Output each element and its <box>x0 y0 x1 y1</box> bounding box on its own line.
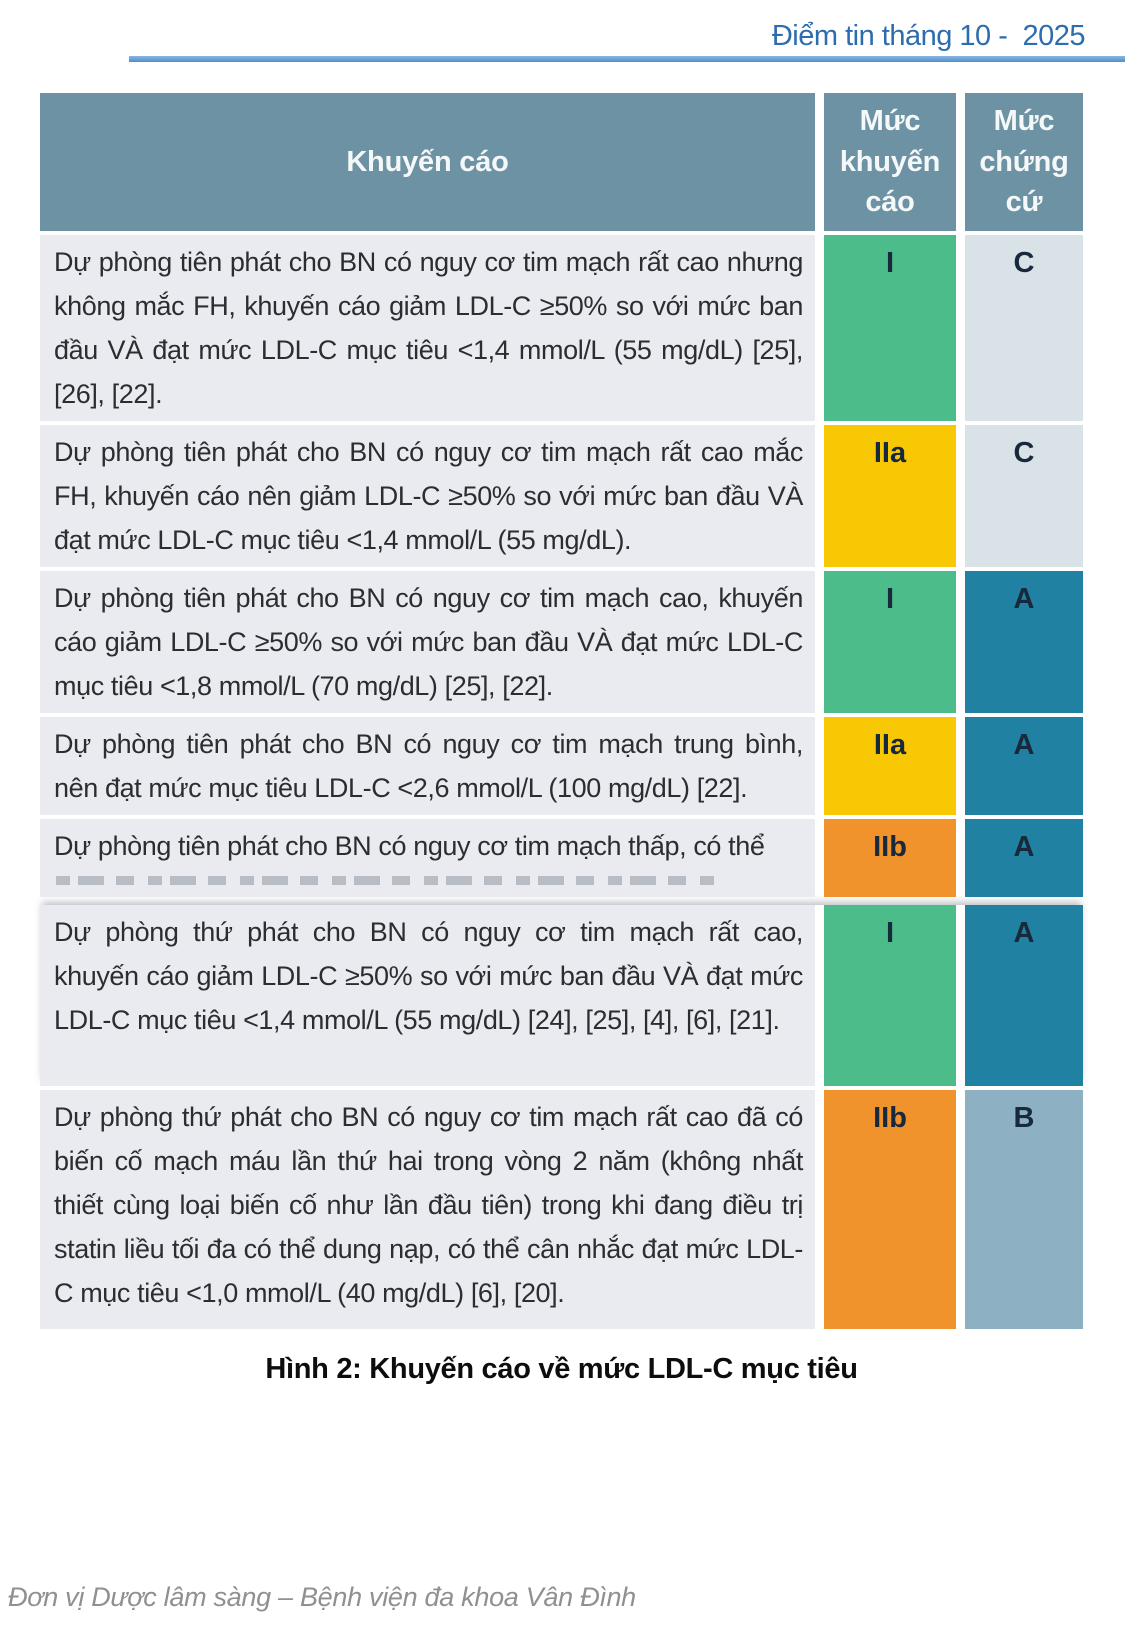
figure-caption: Hình 2: Khuyến cáo về mức LDL-C mục tiêu <box>265 1352 858 1385</box>
recommendation-class-badge: IIa <box>824 716 956 815</box>
recommendation-text: Dự phòng thứ phát cho BN có nguy cơ tim … <box>40 904 815 1086</box>
table-header-row: Khuyến cáo Mức khuyến cáo Mức chứng cứ <box>40 93 1083 231</box>
table-row: Dự phòng thứ phát cho BN có nguy cơ tim … <box>40 1089 1083 1329</box>
recommendation-class-badge: I <box>824 904 956 1086</box>
recommendation-text: Dự phòng tiên phát cho BN có nguy cơ tim… <box>40 570 815 713</box>
recommendation-class-badge: IIa <box>824 424 956 567</box>
table-row: Dự phòng tiên phát cho BN có nguy cơ tim… <box>40 570 1083 713</box>
column-header-evidence-level: Mức chứng cứ <box>965 93 1083 231</box>
recommendation-class-badge: IIb <box>824 1089 956 1329</box>
recommendation-text: Dự phòng tiên phát cho BN có nguy cơ tim… <box>40 818 815 897</box>
table-row: Dự phòng tiên phát cho BN có nguy cơ tim… <box>40 716 1083 815</box>
recommendation-class-badge: IIb <box>824 818 956 897</box>
recommendation-text: Dự phòng tiên phát cho BN có nguy cơ tim… <box>40 234 815 421</box>
table-row: Dự phòng tiên phát cho BN có nguy cơ tim… <box>40 424 1083 567</box>
recommendation-text-visible-line: Dự phòng tiên phát cho BN có nguy cơ tim… <box>54 830 765 861</box>
evidence-level-badge: A <box>965 904 1083 1086</box>
table-row-truncated: Dự phòng tiên phát cho BN có nguy cơ tim… <box>40 818 1083 897</box>
recommendation-text: Dự phòng tiên phát cho BN có nguy cơ tim… <box>40 424 815 567</box>
evidence-level-badge: C <box>965 234 1083 421</box>
recommendation-text: Dự phòng thứ phát cho BN có nguy cơ tim … <box>40 1089 815 1329</box>
evidence-level-badge: C <box>965 424 1083 567</box>
column-header-recommendation: Khuyến cáo <box>40 93 815 231</box>
table-row: Dự phòng tiên phát cho BN có nguy cơ tim… <box>40 234 1083 421</box>
recommendation-class-badge: I <box>824 570 956 713</box>
recommendation-class-badge: I <box>824 234 956 421</box>
evidence-level-badge: A <box>965 818 1083 897</box>
recommendation-text: Dự phòng tiên phát cho BN có nguy cơ tim… <box>40 716 815 815</box>
evidence-level-badge: A <box>965 570 1083 713</box>
recommendation-table: Khuyến cáo Mức khuyến cáo Mức chứng cứ D… <box>40 93 1083 1386</box>
clipped-text-fragment <box>56 875 716 885</box>
evidence-level-badge: A <box>965 716 1083 815</box>
page-header-title: Điểm tin tháng 10 - 2025 <box>771 20 1086 52</box>
evidence-level-badge: B <box>965 1089 1083 1329</box>
page-footer: Đơn vị Dược lâm sàng – Bệnh viện đa khoa… <box>8 1582 636 1612</box>
column-header-recommendation-class: Mức khuyến cáo <box>824 93 956 231</box>
header-divider-rule <box>129 56 1125 62</box>
table-row: Dự phòng thứ phát cho BN có nguy cơ tim … <box>40 904 1083 1086</box>
